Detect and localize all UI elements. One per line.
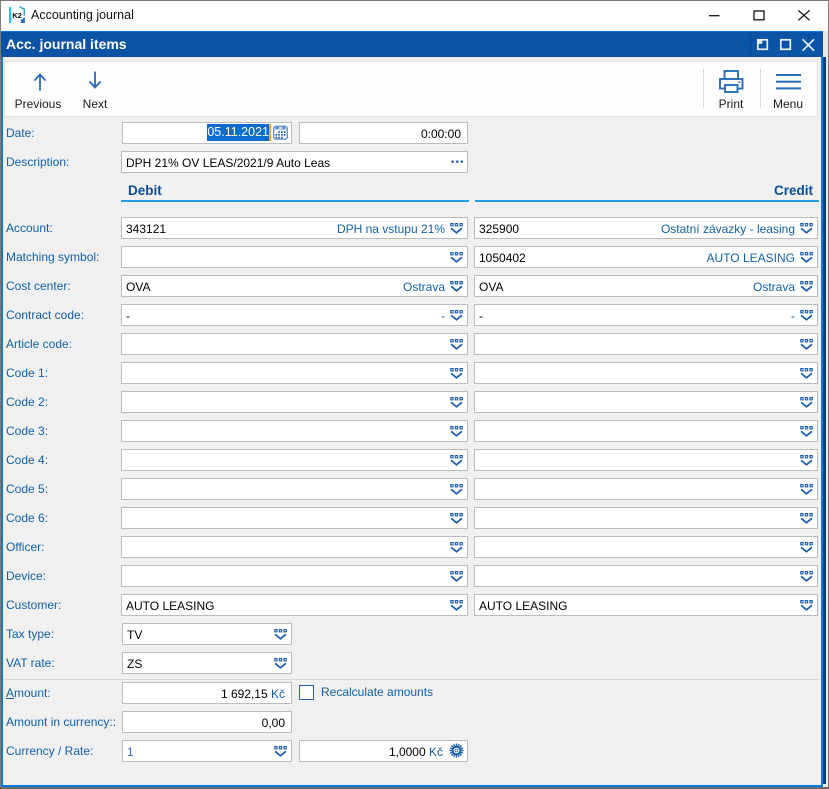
svg-text:K2: K2 — [12, 11, 22, 20]
